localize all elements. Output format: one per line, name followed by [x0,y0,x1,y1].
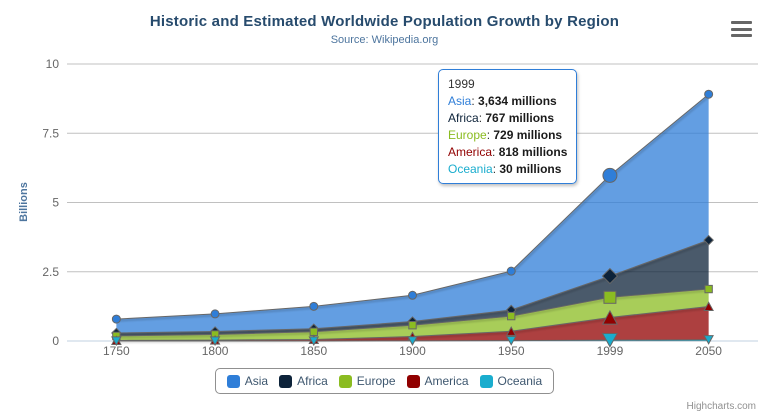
legend-swatch-america [406,374,420,388]
tooltip-row-asia: Asia: 3,634 millions [448,94,557,108]
tooltip-series-name: Africa [448,111,479,125]
marker-america-2050[interactable] [703,301,714,312]
legend-label: Asia [244,374,269,388]
marker-oceania-1850[interactable] [308,336,320,347]
marker-asia-2050[interactable] [704,89,714,99]
legend-label: Europe [356,374,396,388]
tooltip-header: 1999 [448,77,475,91]
series-area-asia[interactable] [116,94,709,333]
legend-swatch-oceania [479,374,493,388]
legend-item-africa[interactable]: Africa [279,374,328,388]
y-axis-label: 7.5 [42,126,59,140]
burger-bar [731,27,752,31]
marker-asia-1999[interactable] [602,167,618,183]
tooltip-series-name: America [448,145,493,159]
chart-title: Historic and Estimated Worldwide Populat… [149,13,620,30]
marker-oceania-1999[interactable] [601,333,619,348]
series-asia [111,89,714,333]
marker-asia-1800[interactable] [210,309,220,319]
x-axis-label: 1999 [597,344,624,358]
tooltip-series-value: 729 millions [493,128,563,142]
tooltip-series-name: Europe [448,128,487,142]
series-oceania [111,333,714,348]
x-axis-label: 1800 [202,344,229,358]
legend: Asia Africa Europe America Oceania [214,368,555,394]
y-axis-label: 5 [52,196,59,210]
x-axis-label: 1900 [399,344,426,358]
legend-swatch-europe [338,374,352,388]
marker-america-1950[interactable] [505,326,517,336]
context-menu-button[interactable] [731,21,752,37]
marker-asia-1950[interactable] [506,266,516,276]
y-axis-label: 0 [52,334,59,348]
marker-europe-1999[interactable] [603,290,617,304]
marker-oceania-1800[interactable] [209,336,221,347]
marker-africa-2050[interactable] [703,234,714,246]
marker-oceania-1900[interactable] [407,336,418,346]
x-axis-label: 2050 [695,344,722,358]
x-axis-label: 1750 [103,344,130,358]
tooltip-series-name: Asia [448,94,472,108]
y-axis-label: 10 [46,57,60,71]
marker-oceania-1950[interactable] [505,336,517,346]
tooltip-series-name: Oceania [448,162,493,176]
tooltip-row-oceania: Oceania: 30 millions [448,162,562,176]
legend-item-europe[interactable]: Europe [338,374,396,388]
chart-subtitle: Source: Wikipedia.org [330,34,439,46]
legend-item-oceania[interactable]: Oceania [479,374,543,388]
tooltip-series-value: 818 millions [498,145,568,159]
tooltip-series-value: 767 millions [485,111,555,125]
x-axis-label: 1950 [498,344,525,358]
marker-asia-1900[interactable] [408,290,417,300]
tooltip-row-africa: Africa: 767 millions [448,111,555,125]
marker-europe-1900[interactable] [408,321,417,330]
marker-oceania-2050[interactable] [703,335,714,345]
marker-america-1999[interactable] [601,309,619,325]
burger-bar [731,34,752,37]
tooltip-row-europe: Europe: 729 millions [448,128,563,142]
marker-oceania-1750[interactable] [111,336,122,347]
tooltip: 1999 Asia: 3,634 millions Africa: 767 mil… [438,69,578,184]
x-axis-label: 1850 [300,344,327,358]
burger-bar [731,21,752,24]
tooltip-series-value: 3,634 millions [478,94,557,108]
legend-swatch-africa [279,374,293,388]
legend-item-america[interactable]: America [406,374,469,388]
marker-asia-1850[interactable] [309,301,319,311]
legend-label: Oceania [497,374,543,388]
series-area-africa[interactable] [116,240,709,336]
series-area-america[interactable] [116,306,709,341]
marker-europe-1950[interactable] [507,311,516,321]
marker-africa-1999[interactable] [601,267,619,285]
tooltip-series-value: 30 millions [499,162,562,176]
marker-europe-2050[interactable] [704,284,713,294]
marker-asia-1750[interactable] [111,314,121,324]
legend-swatch-asia [226,374,240,388]
y-axis-title: Billions [18,182,30,222]
y-axis-label: 2.5 [42,265,59,279]
legend-label: Africa [297,374,328,388]
legend-label: America [424,374,469,388]
tooltip-row-america: America: 818 millions [448,145,568,159]
legend-item-asia[interactable]: Asia [226,374,269,388]
credits-link[interactable]: Highcharts.com [686,401,756,412]
